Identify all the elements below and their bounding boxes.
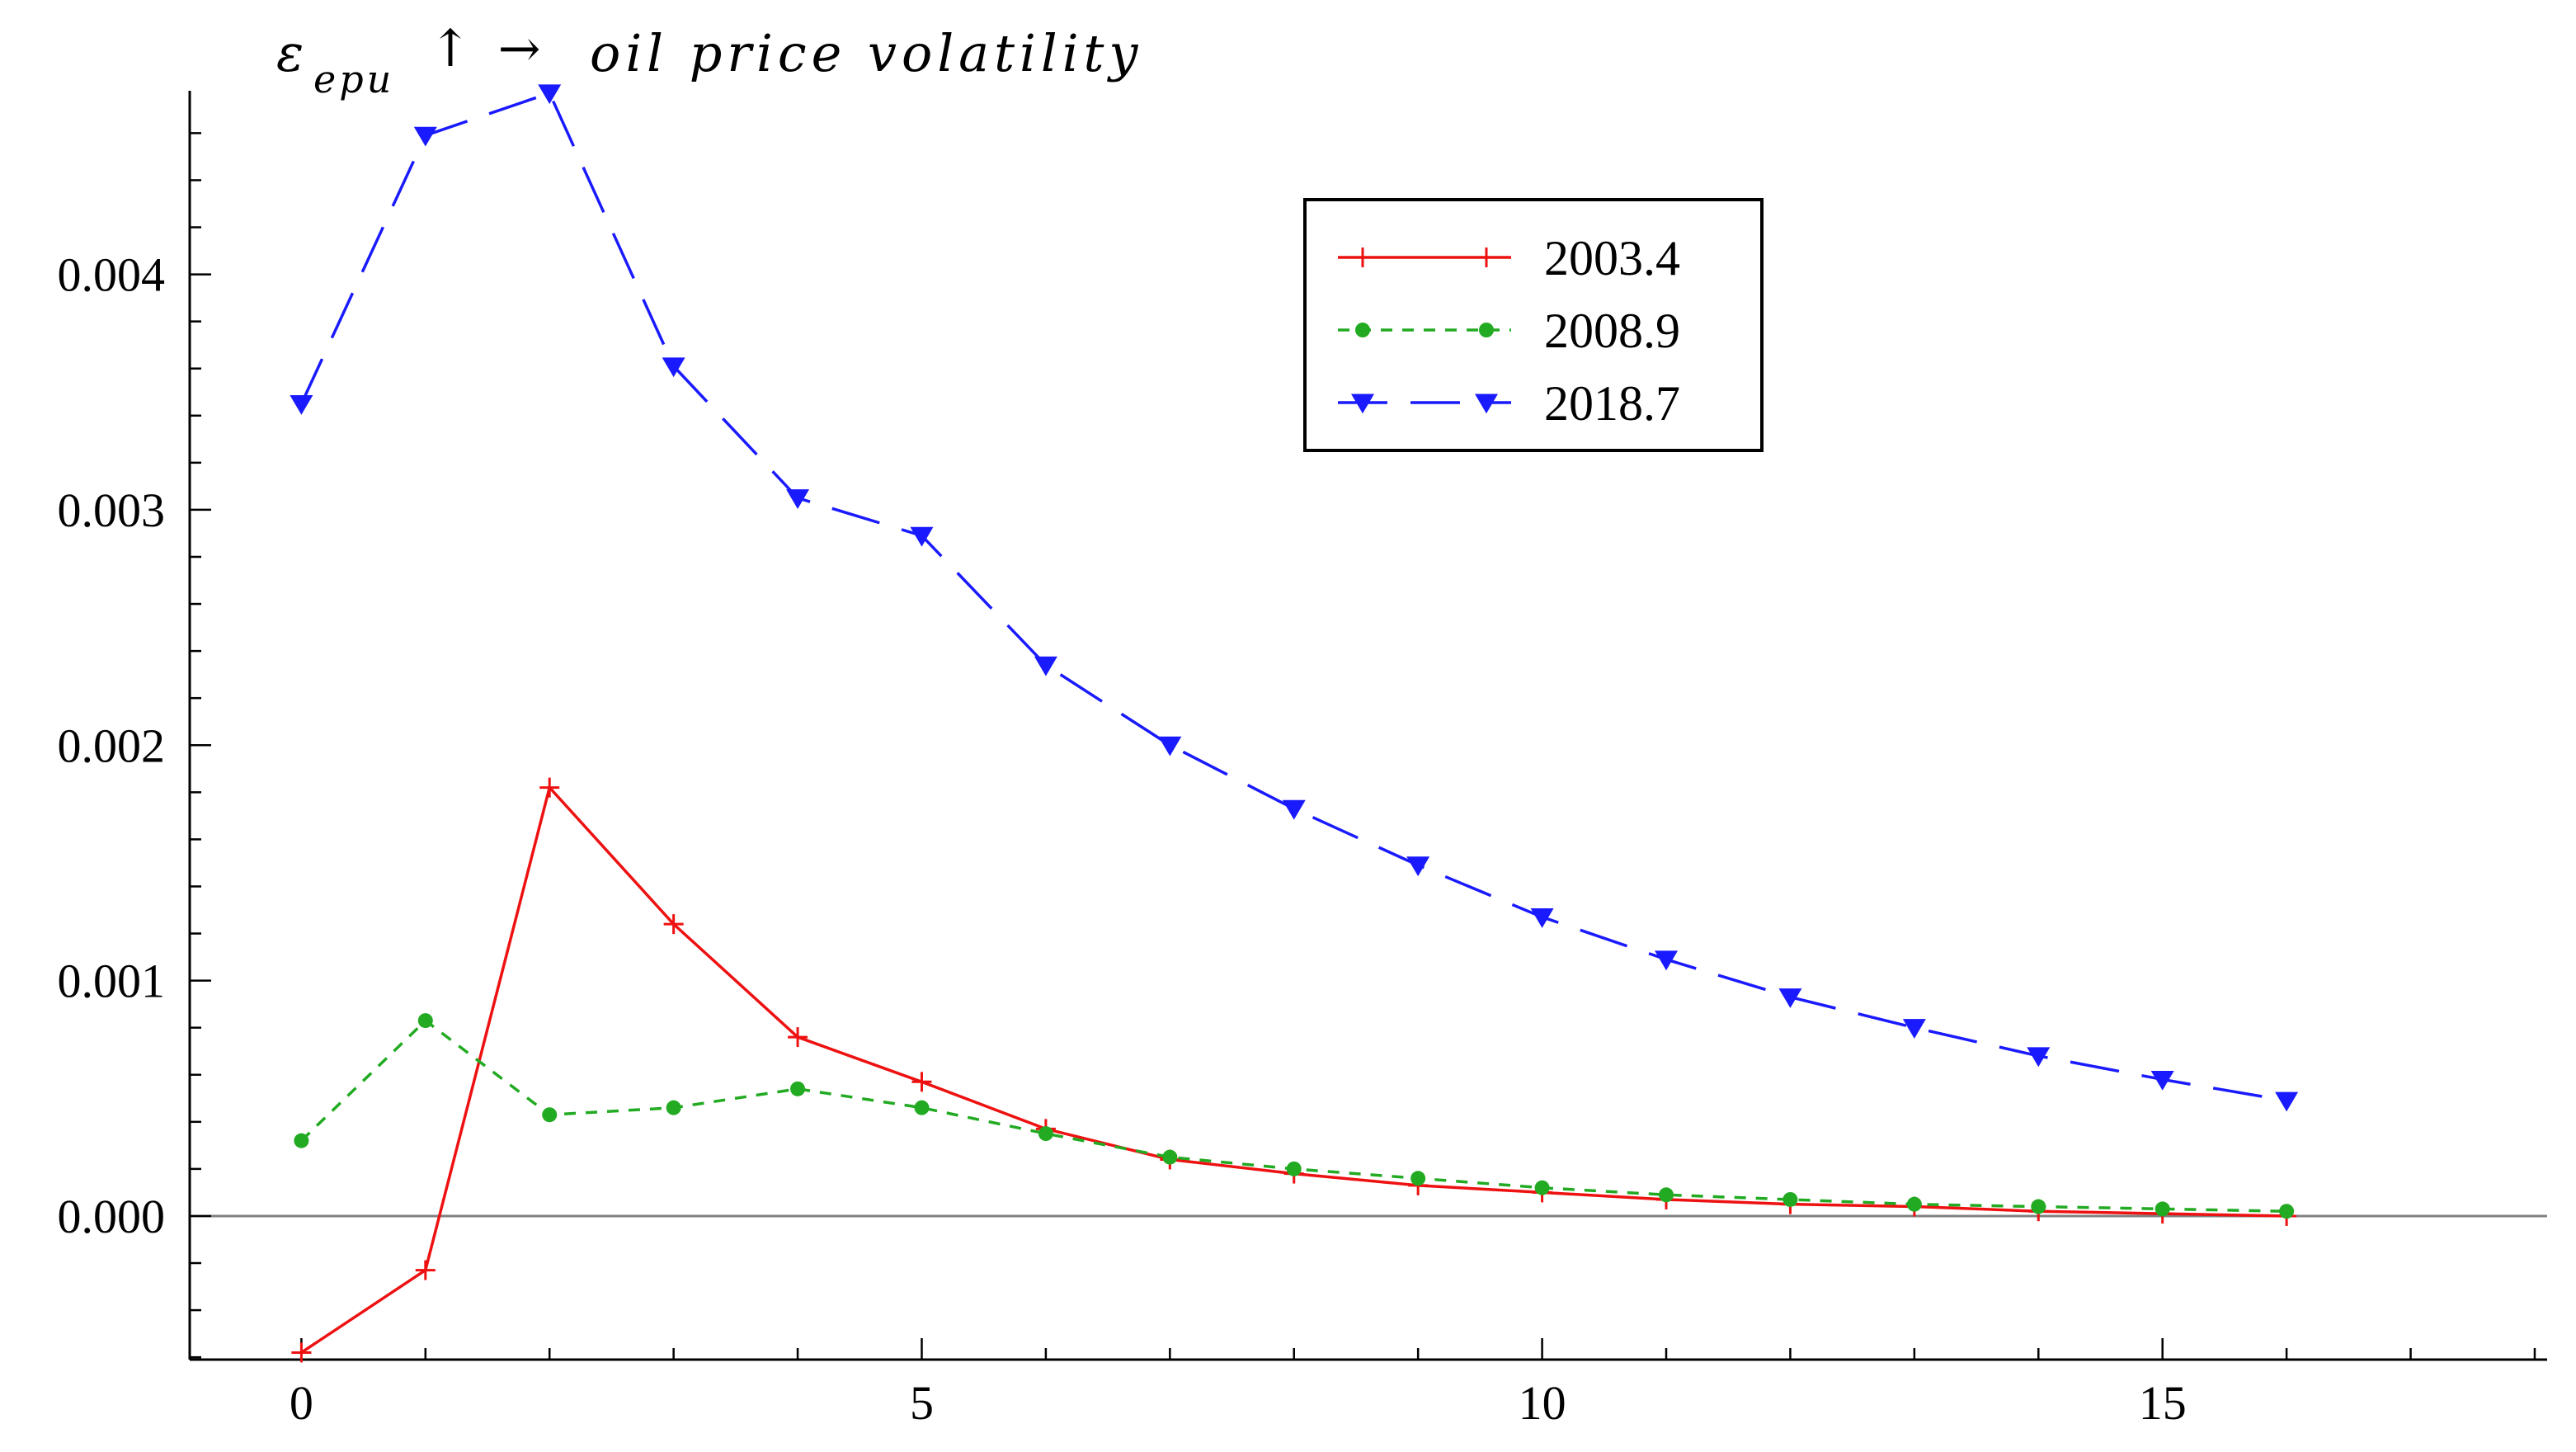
data-point xyxy=(413,126,437,147)
legend-marker xyxy=(1353,248,1373,267)
legend-box xyxy=(1303,198,1764,452)
data-point xyxy=(417,1013,433,1029)
axes: 0.000 0.001 0.002 0.003 0.004 0 5 10 15 xyxy=(58,91,2547,1430)
title-text: oil price volatility xyxy=(590,23,1142,83)
data-point xyxy=(291,1342,312,1363)
data-point xyxy=(415,1260,436,1280)
data-point xyxy=(1158,736,1182,757)
y-tick-label: 0.000 xyxy=(58,1190,166,1243)
data-point xyxy=(1906,1196,1922,1212)
legend-marker xyxy=(1479,323,1494,337)
x-tick-label: 5 xyxy=(910,1376,934,1430)
data-point xyxy=(1406,856,1430,877)
legend-entry: 2003.4 xyxy=(1338,231,1680,285)
series-2003.4 xyxy=(291,777,2297,1363)
data-point xyxy=(662,357,685,378)
data-point xyxy=(1034,656,1057,676)
legend-marker xyxy=(1351,394,1374,414)
x-tick-label: 10 xyxy=(1519,1376,1566,1430)
legend-entry: 2018.7 xyxy=(1338,376,1680,431)
data-point xyxy=(290,395,313,415)
data-point xyxy=(790,1081,806,1096)
y-tick-label: 0.004 xyxy=(58,248,166,302)
data-point xyxy=(911,1072,932,1092)
x-tick-label: 0 xyxy=(290,1376,313,1430)
data-point xyxy=(538,84,562,105)
data-point xyxy=(1530,908,1554,928)
data-point xyxy=(1162,1149,1178,1165)
data-point xyxy=(788,1027,808,1048)
data-point xyxy=(1902,1019,1926,1039)
y-tick-label: 0.002 xyxy=(58,719,166,772)
series-line xyxy=(300,785,2287,1354)
data-point xyxy=(666,1100,681,1115)
series-2018.7 xyxy=(290,84,2299,1112)
chart-title: ε epu ↑ → oil price volatility xyxy=(276,18,1142,101)
series-2008.9 xyxy=(294,1013,2295,1219)
data-point xyxy=(1534,1180,1550,1195)
data-point xyxy=(2027,1047,2051,1068)
title-arrows: ↑ → xyxy=(429,18,546,78)
series-layer xyxy=(290,84,2299,1363)
legend-entry: 2008.9 xyxy=(1338,304,1680,358)
data-point xyxy=(1038,1126,1053,1142)
data-point xyxy=(1659,1187,1674,1203)
data-point xyxy=(2150,1070,2174,1091)
legend: 2003.4 2008.9 2018.7 xyxy=(1303,198,1764,452)
legend-label: 2003.4 xyxy=(1544,231,1680,285)
y-tick-label: 0.003 xyxy=(58,483,166,537)
data-point xyxy=(663,914,684,935)
data-point xyxy=(2279,1204,2295,1219)
data-point xyxy=(910,526,934,547)
title-symbol: ε xyxy=(276,23,308,83)
data-point xyxy=(786,489,810,509)
data-point xyxy=(2155,1201,2170,1217)
data-point xyxy=(1782,1191,1798,1207)
data-point xyxy=(539,777,560,798)
data-point xyxy=(1410,1171,1426,1186)
y-tick-label: 0.001 xyxy=(58,955,166,1008)
data-point xyxy=(1655,950,1679,971)
legend-label: 2018.7 xyxy=(1544,376,1680,431)
data-point xyxy=(2031,1199,2046,1214)
legend-label: 2008.9 xyxy=(1544,304,1680,358)
title-subscript: epu xyxy=(313,57,394,101)
data-point xyxy=(2275,1091,2299,1112)
legend-marker xyxy=(1475,394,1498,414)
x-tick-label: 15 xyxy=(2139,1376,2187,1430)
legend-marker xyxy=(1476,248,1496,267)
data-point xyxy=(1778,988,1802,1008)
data-point xyxy=(542,1107,558,1123)
data-point xyxy=(1282,799,1306,820)
data-point xyxy=(294,1133,309,1148)
data-point xyxy=(1286,1161,1302,1176)
series-line xyxy=(299,91,2287,1102)
legend-marker xyxy=(1355,323,1370,337)
data-point xyxy=(914,1100,930,1115)
